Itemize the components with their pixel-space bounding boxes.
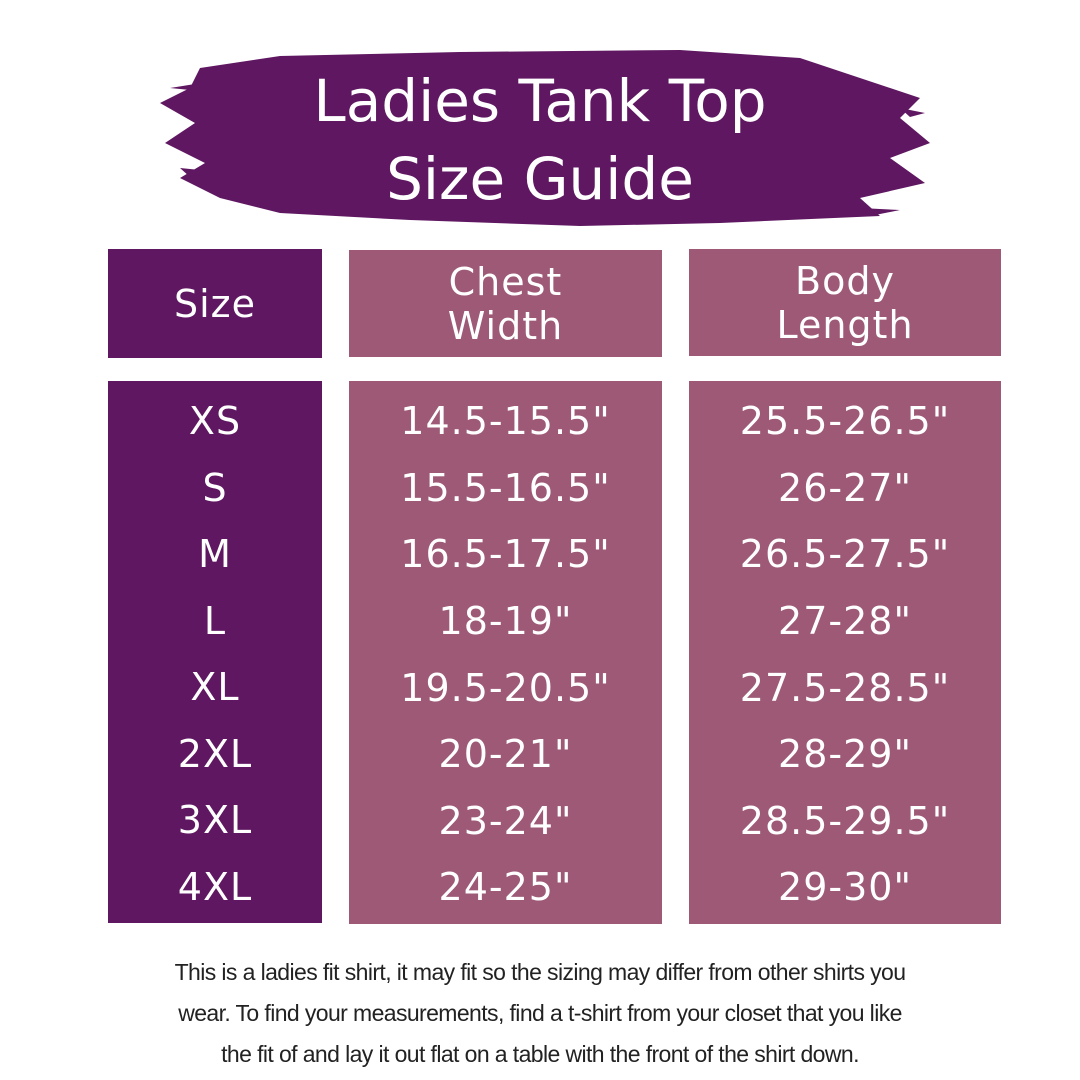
- footer-line-1: This is a ladies fit shirt, it may fit s…: [174, 959, 906, 985]
- length-cell: 25.5-26.5": [739, 399, 951, 443]
- header-chest-line2: Width: [447, 303, 564, 348]
- length-cell: 28-29": [778, 732, 912, 777]
- page-title: Ladies Tank Top Size Guide: [0, 62, 1080, 218]
- size-column: XS S M L XL 2XL 3XL 4XL: [108, 381, 322, 923]
- chest-width-column: 14.5-15.5" 15.5-16.5" 16.5-17.5" 18-19" …: [349, 381, 662, 924]
- chest-cell: 23-24": [438, 798, 573, 843]
- chest-cell: 20-21": [438, 732, 573, 777]
- chest-cell: 18-19": [438, 598, 573, 643]
- length-cell: 27.5-28.5": [739, 665, 951, 710]
- size-cell: XL: [190, 665, 240, 709]
- header-chest-line1: Chest: [448, 259, 563, 304]
- footer-note: This is a ladies fit shirt, it may fit s…: [60, 952, 1020, 1075]
- title-line-2: Size Guide: [386, 145, 694, 213]
- footer-line-3: the fit of and lay it out flat on a tabl…: [221, 1041, 859, 1067]
- chest-cell: 24-25": [438, 865, 573, 910]
- chest-cell: 16.5-17.5": [400, 532, 611, 577]
- header-size-label: Size: [173, 281, 256, 326]
- length-cell: 29-30": [778, 865, 912, 910]
- brush-stroke-banner: [160, 50, 930, 226]
- length-cell: 26.5-27.5": [739, 532, 951, 577]
- size-cell: S: [202, 465, 228, 510]
- footer-line-2: wear. To find your measurements, find a …: [178, 1000, 902, 1026]
- header-chest-width: Chest Width: [349, 250, 662, 357]
- size-cell: 2XL: [177, 731, 253, 776]
- chest-cell: 19.5-20.5": [400, 665, 611, 710]
- title-line-1: Ladies Tank Top: [313, 67, 767, 135]
- body-length-column: 25.5-26.5" 26-27" 26.5-27.5" 27-28" 27.5…: [689, 381, 1001, 924]
- length-cell: 26-27": [778, 465, 912, 510]
- header-length-line2: Length: [776, 302, 914, 347]
- size-cell: XS: [188, 399, 242, 443]
- chest-cell: 14.5-15.5": [400, 399, 611, 443]
- header-size: Size: [108, 249, 322, 358]
- size-cell: 3XL: [177, 798, 253, 842]
- header-body-length: Body Length: [689, 249, 1001, 356]
- header-length-line1: Body: [795, 258, 895, 303]
- length-cell: 27-28": [778, 598, 912, 643]
- length-cell: 28.5-29.5": [739, 798, 951, 843]
- size-cell: M: [198, 532, 232, 576]
- size-cell: 4XL: [177, 864, 253, 909]
- chest-cell: 15.5-16.5": [400, 465, 611, 510]
- size-cell: L: [203, 598, 227, 643]
